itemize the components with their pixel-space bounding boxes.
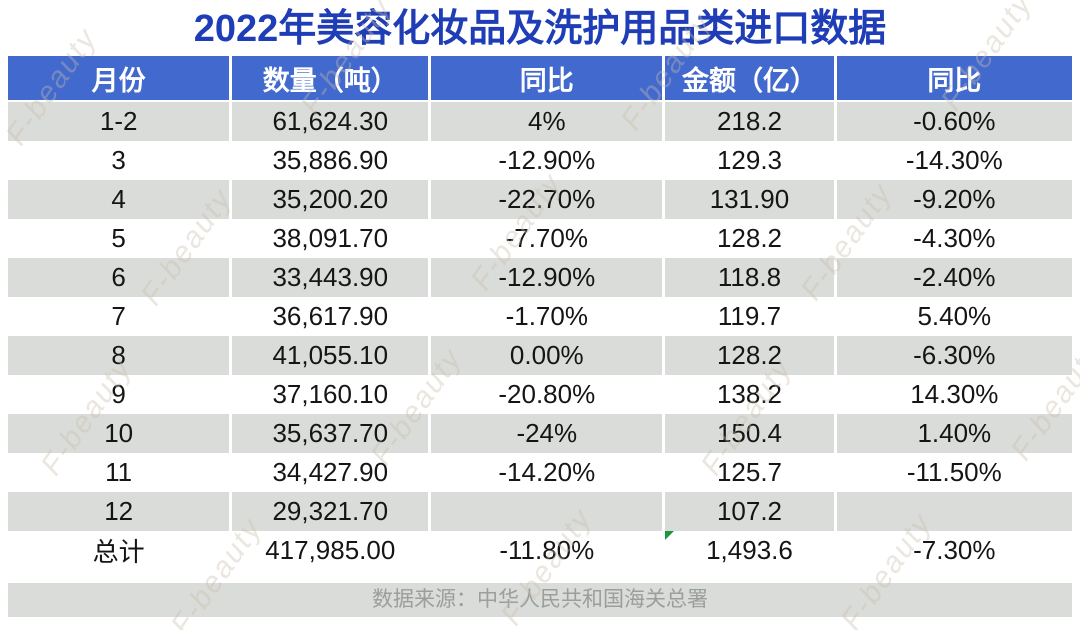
table-cell: -6.30% <box>833 336 1072 375</box>
table-cell: 总计 <box>8 531 230 570</box>
table-cell: 128.2 <box>662 336 834 375</box>
table-cell: 5 <box>8 219 230 258</box>
table-cell: -14.20% <box>428 453 663 492</box>
table-row: 1-2 61,624.30 4% 218.2 -0.60% <box>8 102 1072 141</box>
table-cell: 107.2 <box>662 492 834 531</box>
table-cell: 119.7 <box>662 297 834 336</box>
table-cell: -20.80% <box>428 375 663 414</box>
column-header-yoy-quantity: 同比 <box>428 56 663 102</box>
table-cell: -11.50% <box>833 453 1072 492</box>
table-cell: 6 <box>8 258 230 297</box>
table-cell: 10 <box>8 414 230 453</box>
table-cell: 9 <box>8 375 230 414</box>
table-cell: 1.40% <box>833 414 1072 453</box>
table-cell: 35,200.20 <box>229 180 429 219</box>
table-cell: 150.4 <box>662 414 834 453</box>
table-cell: -12.90% <box>428 141 663 180</box>
page-title: 2022年美容化妆品及洗护用品类进口数据 <box>193 8 887 50</box>
column-header-month: 月份 <box>8 56 230 102</box>
table-row: 3 35,886.90 -12.90% 129.3 -14.30% <box>8 141 1072 180</box>
table-cell: 1,493.6 <box>662 531 834 570</box>
table-cell: 118.8 <box>662 258 834 297</box>
table-cell <box>833 492 1072 531</box>
column-header-yoy-amount: 同比 <box>833 56 1072 102</box>
table-cell: 38,091.70 <box>229 219 429 258</box>
table-cell: 34,427.90 <box>229 453 429 492</box>
table-cell: -2.40% <box>833 258 1072 297</box>
table-cell: -1.70% <box>428 297 663 336</box>
table-cell: -0.60% <box>833 102 1072 141</box>
table-cell: -4.30% <box>833 219 1072 258</box>
table-cell: 33,443.90 <box>229 258 429 297</box>
table-row: 10 35,637.70 -24% 150.4 1.40% <box>8 414 1072 453</box>
table-cell: -11.80% <box>428 531 663 570</box>
table-row: 8 41,055.10 0.00% 128.2 -6.30% <box>8 336 1072 375</box>
table-cell: 29,321.70 <box>229 492 429 531</box>
table-cell: 37,160.10 <box>229 375 429 414</box>
source-bar: 数据来源：中华人民共和国海关总署 <box>8 583 1072 617</box>
table-cell: 7 <box>8 297 230 336</box>
table-cell: 3 <box>8 141 230 180</box>
table-cell: 8 <box>8 336 230 375</box>
table-cell: 5.40% <box>833 297 1072 336</box>
column-header-amount: 金额（亿） <box>662 56 834 102</box>
table-cell: 4 <box>8 180 230 219</box>
table-header-row: 月份 数量（吨） 同比 金额（亿） 同比 <box>8 56 1072 102</box>
table-cell: -7.30% <box>833 531 1072 570</box>
table-cell: 35,886.90 <box>229 141 429 180</box>
table-body: 1-2 61,624.30 4% 218.2 -0.60% 3 35,886.90 -12.9… <box>8 102 1072 570</box>
table-cell: -22.70% <box>428 180 663 219</box>
table-cell: 35,637.70 <box>229 414 429 453</box>
table-row: 6 33,443.90 -12.90% 118.8 -2.40% <box>8 258 1072 297</box>
table-cell <box>428 492 663 531</box>
table-cell: 0.00% <box>428 336 663 375</box>
table-row: 7 36,617.90 -1.70% 119.7 5.40% <box>8 297 1072 336</box>
table-cell: 218.2 <box>662 102 834 141</box>
table-cell: -12.90% <box>428 258 663 297</box>
table-cell: 138.2 <box>662 375 834 414</box>
table-cell: 125.7 <box>662 453 834 492</box>
table-cell: 128.2 <box>662 219 834 258</box>
table-cell: 129.3 <box>662 141 834 180</box>
table-cell: 4% <box>428 102 663 141</box>
error-flag-icon <box>665 531 675 540</box>
table-cell: 61,624.30 <box>229 102 429 141</box>
table-cell: 417,985.00 <box>229 531 429 570</box>
table-row: 4 35,200.20 -22.70% 131.90 -9.20% <box>8 180 1072 219</box>
table-cell: -7.70% <box>428 219 663 258</box>
import-data-table: 月份 数量（吨） 同比 金额（亿） 同比 1-2 61,624.30 4% 218.2… <box>8 56 1072 570</box>
column-header-quantity: 数量（吨） <box>229 56 429 102</box>
table-cell: 131.90 <box>662 180 834 219</box>
table-row: 12 29,321.70 107.2 <box>8 492 1072 531</box>
table-cell: 41,055.10 <box>229 336 429 375</box>
table-row-total: 总计 417,985.00 -11.80% 1,493.6 -7.30% <box>8 531 1072 570</box>
table-cell: 12 <box>8 492 230 531</box>
table-row: 5 38,091.70 -7.70% 128.2 -4.30% <box>8 219 1072 258</box>
table-cell: 11 <box>8 453 230 492</box>
table-cell: -24% <box>428 414 663 453</box>
table-cell: 14.30% <box>833 375 1072 414</box>
table-cell: 36,617.90 <box>229 297 429 336</box>
table-row: 9 37,160.10 -20.80% 138.2 14.30% <box>8 375 1072 414</box>
table-cell: -14.30% <box>833 141 1072 180</box>
table-cell: 1-2 <box>8 102 230 141</box>
table-cell: -9.20% <box>833 180 1072 219</box>
table-row: 11 34,427.90 -14.20% 125.7 -11.50% <box>8 453 1072 492</box>
source-note: 数据来源：中华人民共和国海关总署 <box>372 588 708 611</box>
